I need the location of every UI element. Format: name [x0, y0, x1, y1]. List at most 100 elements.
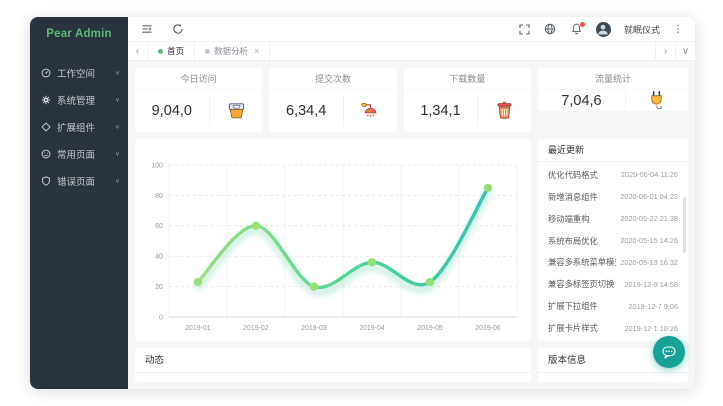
- settings-icon: [41, 94, 52, 105]
- tab-inactive-dot: [205, 48, 211, 54]
- svg-text:40: 40: [155, 254, 163, 261]
- sidebar-item-label: 错误页面: [57, 176, 96, 188]
- recent-updates-panel: 最近更新 优化代码格式 2020-06-04 11:26 新增消息组件 2020…: [538, 139, 688, 341]
- username[interactable]: 就眠仪式: [623, 24, 660, 35]
- collapse-sidebar-icon[interactable]: [140, 23, 153, 36]
- main-area: 就眠仪式 ⋮ ‹ 首页 数据分析 × › ∨: [128, 17, 695, 389]
- shower-icon: [343, 96, 397, 126]
- recent-updates-title: 最近更新: [538, 139, 688, 162]
- svg-text:2019-02: 2019-02: [243, 325, 269, 332]
- plug-icon: [624, 90, 688, 111]
- update-list-item[interactable]: 扩展下拉组件 2019-12-7 9:06: [538, 295, 688, 317]
- update-list-item[interactable]: 系统布局优化 2020-05-15 14:26: [538, 230, 688, 252]
- svg-text:2019-04: 2019-04: [359, 325, 385, 332]
- visits-line-chart[interactable]: 0 20 40 60 80 100 2019-01 2019-02 2019-03 2019-04…: [143, 153, 523, 339]
- stat-card-title: 流量统计: [538, 68, 688, 90]
- svg-text:2019-03: 2019-03: [301, 325, 327, 332]
- fullscreen-icon[interactable]: [518, 23, 531, 36]
- chevron-down-icon: ∨: [114, 124, 120, 130]
- update-time: 2019-12-1 10:26: [624, 323, 678, 333]
- svg-text:20: 20: [155, 284, 163, 291]
- notifications-bell-icon[interactable]: [570, 21, 585, 36]
- notification-badge-dot: [579, 21, 585, 27]
- update-name: 移动端重构: [548, 213, 590, 224]
- stat-card-title: 下载数量: [403, 68, 531, 90]
- console-icon: [41, 67, 52, 78]
- stat-card-value: 7,04,6: [561, 92, 602, 109]
- tabs-scroll-left-icon[interactable]: ‹: [128, 42, 148, 60]
- update-time: 2019-12-9 14:58: [624, 279, 678, 289]
- tabs-scroll-right-icon[interactable]: ›: [655, 42, 675, 60]
- stat-card-title: 提交次数: [269, 68, 397, 90]
- update-list-item[interactable]: 兼容多标签页切换 2019-12-9 14:58: [538, 273, 688, 295]
- chat-fab-button[interactable]: [653, 336, 685, 368]
- stat-card-submit-count: 提交次数 6,34,4: [269, 68, 397, 132]
- pear-admin-app: Pear Admin 工作空间 ∨ 系统管理 ∨: [30, 17, 695, 389]
- avatar[interactable]: [595, 21, 611, 37]
- topbar-left: [140, 23, 184, 36]
- update-time: 2019-12-7 9:06: [628, 301, 679, 311]
- tab-home[interactable]: 首页: [148, 42, 196, 60]
- update-name: 新增消息组件: [548, 191, 598, 202]
- topbar-right: 就眠仪式 ⋮: [518, 21, 683, 37]
- tabs-dropdown-icon[interactable]: ∨: [675, 42, 695, 60]
- sidebar-item-error-pages[interactable]: 错误页面 ∨: [30, 167, 128, 194]
- chevron-down-icon: ∨: [114, 151, 120, 157]
- stat-card-value: 9,04,0: [151, 103, 192, 119]
- update-list-item[interactable]: 扩展卡片样式 2019-12-1 10:26: [538, 317, 688, 339]
- stat-card-today-visits: 今日访问 9,04,0: [135, 68, 263, 132]
- close-icon[interactable]: ×: [254, 46, 260, 56]
- sidebar-item-components[interactable]: 扩展组件 ∨: [30, 113, 128, 140]
- pages-icon: [41, 148, 52, 159]
- trash-icon: [477, 96, 531, 126]
- svg-text:100: 100: [151, 162, 163, 169]
- update-time: 2020-06-01 04:23: [620, 192, 678, 202]
- sidebar: Pear Admin 工作空间 ∨ 系统管理 ∨: [30, 17, 128, 389]
- bottom-row: 动态 版本信息: [135, 348, 688, 382]
- update-name: 兼容多系统菜单模式: [548, 257, 617, 268]
- svg-text:2019-01: 2019-01: [185, 325, 211, 332]
- language-globe-icon[interactable]: [544, 23, 557, 36]
- recent-updates-list: 优化代码格式 2020-06-04 11:26 新增消息组件 2020-06-0…: [538, 162, 688, 341]
- stat-card-download-count: 下载数量 1,34,1: [403, 68, 531, 132]
- update-time: 2020-06-04 11:26: [620, 170, 678, 180]
- chevron-down-icon: ∨: [114, 178, 120, 184]
- update-list-item[interactable]: 移动端重构 2020-05-22 21:38: [538, 208, 688, 230]
- svg-text:0: 0: [159, 314, 163, 321]
- tab-bar: ‹ 首页 数据分析 × › ∨: [128, 42, 695, 61]
- more-menu-icon[interactable]: ⋮: [673, 23, 683, 35]
- svg-text:2019-05: 2019-05: [417, 325, 443, 332]
- component-icon: [41, 121, 52, 132]
- paint-bucket-icon: [208, 96, 263, 126]
- update-list-item[interactable]: 兼容多系统菜单模式 2020-05-13 16:32: [538, 252, 688, 274]
- stat-card-traffic: 流量统计 7,04,6: [538, 68, 688, 111]
- tab-active-dot: [158, 48, 163, 54]
- sidebar-item-workspace[interactable]: 工作空间 ∨: [30, 59, 128, 86]
- scrollbar[interactable]: [683, 197, 686, 253]
- version-info-title: 版本信息: [538, 348, 688, 373]
- svg-text:2019-06: 2019-06: [475, 325, 501, 332]
- error-shield-icon: [41, 175, 52, 186]
- update-time: 2020-05-13 16:32: [620, 257, 678, 267]
- update-list-item[interactable]: 新增消息组件 2020-06-01 04:23: [538, 186, 688, 208]
- stat-card-title: 今日访问: [135, 68, 263, 90]
- tab-data-analysis[interactable]: 数据分析 ×: [195, 42, 271, 60]
- visits-chart-card: 0 20 40 60 80 100 2019-01 2019-02 2019-03 2019-04…: [135, 139, 531, 341]
- sidebar-item-system[interactable]: 系统管理 ∨: [30, 86, 128, 113]
- svg-text:80: 80: [155, 193, 163, 200]
- refresh-icon[interactable]: [171, 23, 184, 36]
- sidebar-item-label: 工作空间: [57, 68, 96, 80]
- chart-row: 0 20 40 60 80 100 2019-01 2019-02 2019-03 2019-04…: [135, 139, 688, 341]
- update-time: 2020-05-22 21:38: [620, 214, 678, 224]
- update-list-item[interactable]: 优化代码格式 2020-06-04 11:26: [538, 164, 688, 186]
- sidebar-item-common-pages[interactable]: 常用页面 ∨: [30, 140, 128, 167]
- app-logo[interactable]: Pear Admin: [46, 28, 112, 40]
- sidebar-item-label: 系统管理: [57, 95, 96, 107]
- update-name: 兼容多标签页切换: [548, 279, 615, 290]
- content: 今日访问 9,04,0 提交次数 6,34,4: [128, 61, 695, 389]
- stat-card-value: 1,34,1: [420, 103, 461, 119]
- sidebar-menu: 工作空间 ∨ 系统管理 ∨ 扩展组件 ∨: [30, 51, 128, 194]
- update-name: 优化代码格式: [548, 169, 598, 180]
- update-name: 扩展卡片样式: [548, 323, 598, 334]
